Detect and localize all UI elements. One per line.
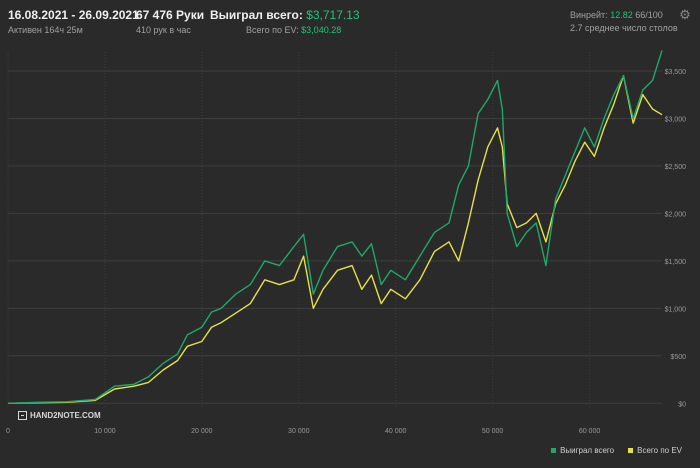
winrate-value: 12.82 xyxy=(610,10,633,20)
legend-swatch-won xyxy=(551,448,557,453)
y-tick-label: $1,500 xyxy=(665,259,687,266)
legend-swatch-ev xyxy=(628,448,634,453)
hand2note-logo: HAND2NOTE.COM xyxy=(18,411,101,420)
chart-area: $0 $500 $1,000 $1,500 $2,000 $2,500 $3,000 $3,5… xyxy=(0,40,700,463)
active-time: Активен 164ч 25м xyxy=(8,25,83,35)
x-tick-label: 10 000 xyxy=(94,428,116,435)
logo-mark-icon xyxy=(18,411,27,420)
x-tick-label: 60 000 xyxy=(579,428,601,435)
y-tick-label: $0 xyxy=(678,401,686,408)
legend-item-ev: Всего по EV xyxy=(628,446,682,455)
profit-chart: $0 $500 $1,000 $1,500 $2,000 $2,500 $3,000 $3,5… xyxy=(6,50,687,435)
hands-per-hour: 410 рук в час xyxy=(136,25,191,35)
x-tick-label: 20 000 xyxy=(191,428,213,435)
y-tick-label: $1,000 xyxy=(665,306,687,313)
won-value: $3,717.13 xyxy=(306,8,360,22)
period-range: 16.08.2021 - 26.09.2021 xyxy=(8,8,139,22)
y-tick-label: $3,500 xyxy=(665,69,687,76)
chart-legend: Выиграл всего Всего по EV xyxy=(551,446,682,455)
y-tick-label: $500 xyxy=(670,354,686,361)
logo-text: HAND2NOTE.COM xyxy=(30,411,101,420)
legend-label-ev: Всего по EV xyxy=(637,446,682,455)
gear-icon[interactable]: ⚙ xyxy=(679,7,691,22)
winrate-label: Винрейт: xyxy=(570,10,608,20)
x-tick-label: 0 xyxy=(6,428,10,435)
series-line-won xyxy=(7,50,663,404)
ev-value: $3,040.28 xyxy=(301,25,342,35)
won-label: Выиграл всего: xyxy=(210,8,303,22)
ev-label: Всего по EV: xyxy=(246,25,299,35)
x-tick-label: 40 000 xyxy=(385,428,407,435)
winrate-block: Винрейт: 12.82 66/100 2.7 среднее число … xyxy=(570,10,678,33)
stats-header: 16.08.2021 - 26.09.2021 Активен 164ч 25м… xyxy=(0,0,700,40)
x-tick-label: 30 000 xyxy=(288,428,310,435)
period-block: 16.08.2021 - 26.09.2021 Активен 164ч 25м xyxy=(8,8,139,35)
hands-count: 67 476 Руки xyxy=(136,8,205,22)
avg-tables: 2.7 среднее число столов xyxy=(570,23,678,33)
winrate-suffix: 66/100 xyxy=(635,10,663,20)
legend-label-won: Выиграл всего xyxy=(560,446,615,455)
y-tick-label: $2,500 xyxy=(665,164,687,171)
y-tick-label: $3,000 xyxy=(665,116,687,123)
y-tick-label: $2,000 xyxy=(665,211,687,218)
series-line-ev xyxy=(7,75,663,404)
won-block: Выиграл всего: $3,717.13 Всего по EV: $3… xyxy=(210,8,360,35)
x-tick-label: 50 000 xyxy=(482,428,504,435)
hands-block: 67 476 Руки 410 рук в час xyxy=(136,8,204,35)
legend-item-won: Выиграл всего xyxy=(551,446,614,455)
